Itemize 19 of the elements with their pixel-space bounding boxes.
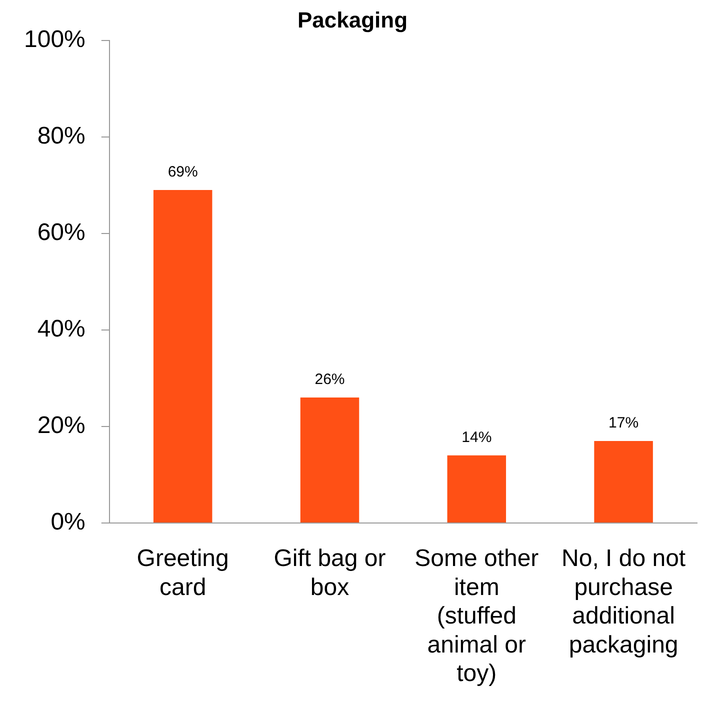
x-tick-label: No, I do not purchase additional packaging (562, 545, 686, 658)
y-tick-label: 80% (37, 122, 86, 150)
y-tick-label: 20% (37, 412, 86, 440)
data-label: 26% (314, 371, 345, 388)
data-label: 69% (168, 164, 198, 181)
x-tick-label: Gift bag or box (274, 545, 386, 601)
data-label: 17% (608, 414, 639, 432)
y-tick-label: 60% (37, 219, 86, 246)
chart-title: Packaging (297, 7, 408, 32)
bar (447, 455, 506, 522)
data-label: 14% (462, 429, 492, 446)
bar (300, 398, 360, 522)
y-tick-label: 100% (24, 26, 86, 54)
x-tick-label: Some other item (stuffed animal or toy) (414, 545, 539, 688)
bar (153, 190, 212, 522)
y-tick-label: 40% (37, 316, 86, 343)
bar (594, 440, 653, 522)
x-tick-label: Greeting card (136, 545, 229, 601)
y-tick-label: 0% (50, 508, 86, 536)
